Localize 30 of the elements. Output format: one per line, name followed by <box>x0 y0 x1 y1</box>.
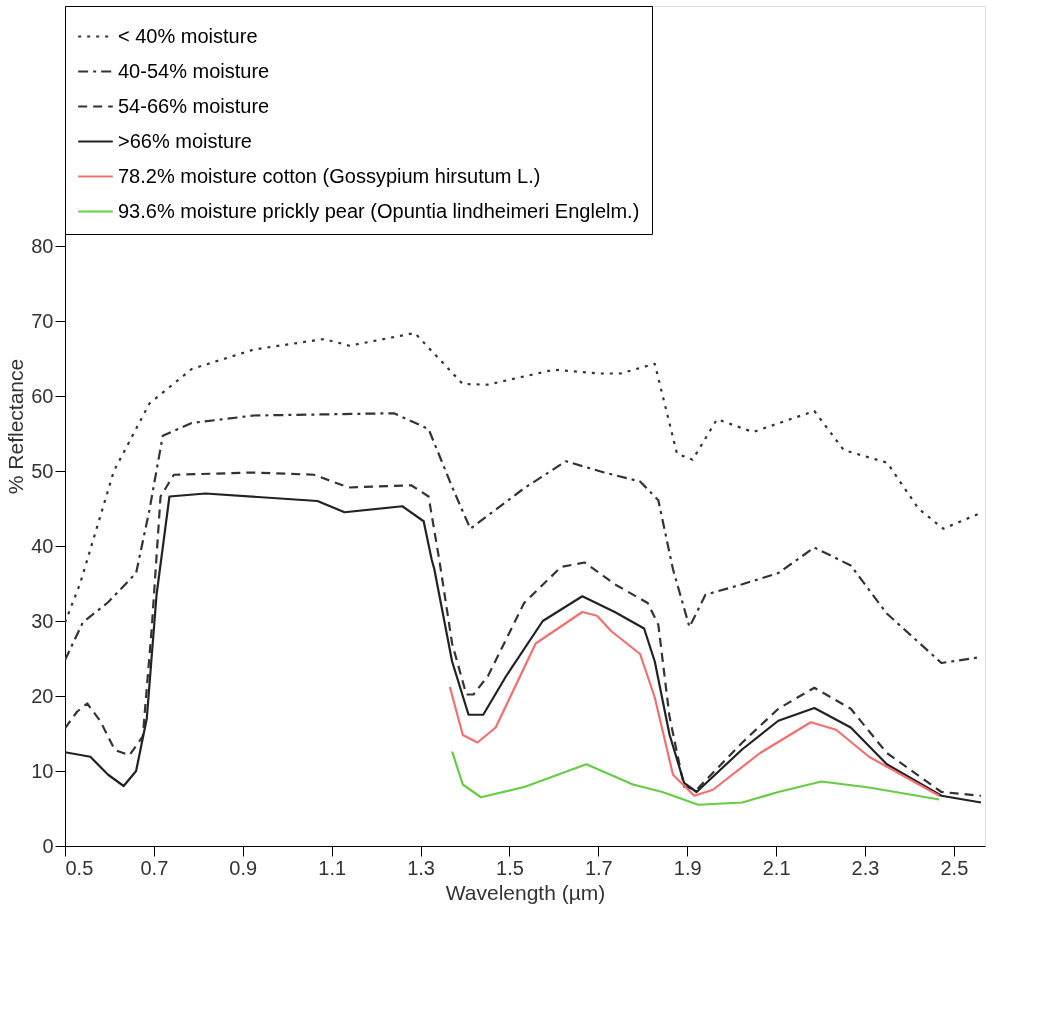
y-tick-label: 30 <box>31 609 54 632</box>
y-tick-label: 10 <box>31 759 54 782</box>
x-tick-label: 1.1 <box>318 856 347 879</box>
x-tick-label: 2.5 <box>940 856 969 879</box>
x-tick-label: 0.5 <box>65 856 94 879</box>
legend-label: < 40% moisture <box>118 24 258 47</box>
y-tick-label: 40 <box>31 534 54 557</box>
line-series <box>451 750 941 806</box>
y-tick-label: 70 <box>31 309 54 332</box>
y-axis-title: % Reflectance <box>4 358 28 495</box>
legend-label: 54-66% moisture <box>118 94 270 117</box>
legend-label: 40-54% moisture <box>118 59 270 82</box>
x-tick-label: 1.5 <box>496 856 524 879</box>
x-tick-label: 2.3 <box>851 856 880 879</box>
x-tick-label: 1.3 <box>407 856 435 879</box>
y-tick-label: 80 <box>31 234 54 257</box>
x-tick-label: 1.7 <box>584 856 613 879</box>
y-tick-label: 20 <box>31 684 54 707</box>
x-tick-label: 0.9 <box>229 856 258 879</box>
line-series <box>448 610 941 797</box>
x-axis-title: Wavelength (µm) <box>445 880 606 904</box>
x-tick-label: 1.9 <box>673 856 702 879</box>
y-tick-label: 50 <box>31 459 54 482</box>
y-tick-label: 60 <box>31 384 54 407</box>
legend-label: >66% moisture <box>118 129 252 152</box>
legend-label: 93.6% moisture prickly pear (Opuntia lindheimeri Englelm.) <box>118 199 640 222</box>
legend-label: 78.2% moisture cotton (Gossypium hirsutum L.) <box>118 164 541 187</box>
y-tick-label: 0 <box>42 834 54 857</box>
x-tick-label: 0.7 <box>140 856 169 879</box>
x-tick-label: 2.1 <box>762 856 791 879</box>
